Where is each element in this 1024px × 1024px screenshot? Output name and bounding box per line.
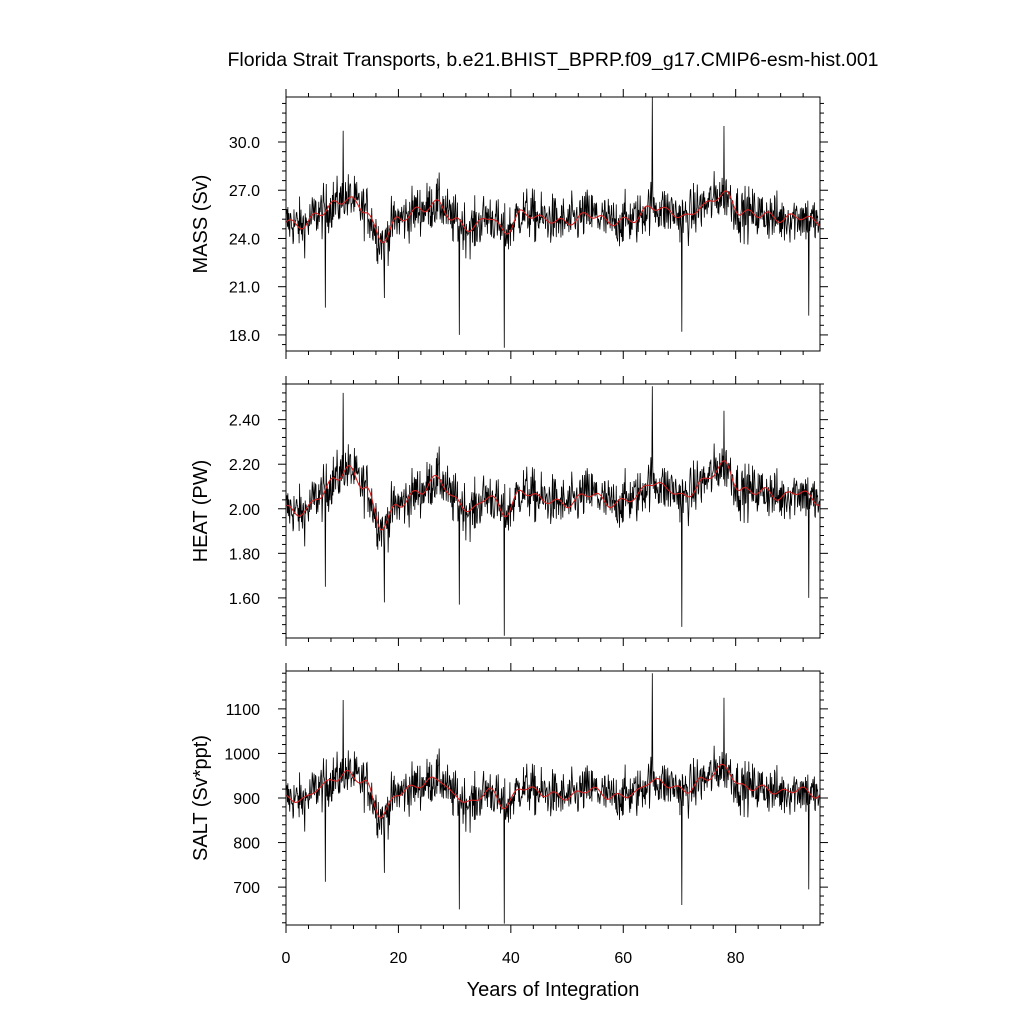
chart-title: Florida Strait Transports, b.e21.BHIST_B… [227, 49, 878, 71]
salt-raw-series-line [286, 673, 820, 924]
salt-y-axis-label: SALT (Sv*ppt) [190, 735, 212, 861]
mass-y-tick-label: 21.0 [229, 280, 260, 297]
salt-y-tick-label: 800 [233, 836, 260, 853]
x-tick-label: 40 [502, 950, 520, 967]
heat-panel: 1.60 1.80 2.00 2.20 2.40 HEAT (PW) [190, 376, 828, 646]
mass-panel: 18.0 21.0 24.0 27.0 30.0 MASS (Sv) [190, 89, 828, 359]
x-tick-label: 0 [282, 950, 291, 967]
mass-y-tick-label: 24.0 [229, 231, 260, 248]
panels: 18.0 21.0 24.0 27.0 30.0 MASS (Sv) 1.60 1.80 2.0… [190, 89, 828, 967]
mass-y-tick-label: 18.0 [229, 328, 260, 345]
mass-smoothed-series-line [286, 190, 820, 244]
heat-y-tick-label: 1.60 [229, 591, 260, 608]
mass-y-tick-label: 27.0 [229, 183, 260, 200]
heat-y-tick-label: 1.80 [229, 546, 260, 563]
mass-plot-frame [285, 96, 821, 352]
mass-y-axis-label: MASS (Sv) [190, 175, 212, 274]
salt-y-tick-label: 1000 [224, 746, 260, 763]
salt-y-tick-label: 700 [233, 880, 260, 897]
x-tick-label: 80 [727, 950, 745, 967]
heat-smoothed-series-line [286, 460, 820, 531]
salt-y-tick-label: 900 [233, 791, 260, 808]
x-axis-label: Years of Integration [467, 979, 640, 1001]
heat-y-tick-label: 2.00 [229, 502, 260, 519]
heat-raw-series-line [286, 386, 820, 636]
heat-y-tick-label: 2.40 [229, 413, 260, 430]
heat-y-axis-label: HEAT (PW) [190, 460, 212, 563]
mass-y-tick-label: 30.0 [229, 135, 260, 152]
x-tick-label: 20 [390, 950, 408, 967]
salt-smoothed-series-line [286, 763, 820, 819]
heat-y-tick-label: 2.20 [229, 457, 260, 474]
salt-y-tick-label: 1100 [226, 702, 261, 719]
x-tick-label: 60 [614, 950, 632, 967]
salt-panel: 700 800 900 1000 1100 SALT (Sv*ppt) 0 20 40 60 80 [190, 663, 828, 967]
heat-plot-frame [285, 383, 821, 639]
